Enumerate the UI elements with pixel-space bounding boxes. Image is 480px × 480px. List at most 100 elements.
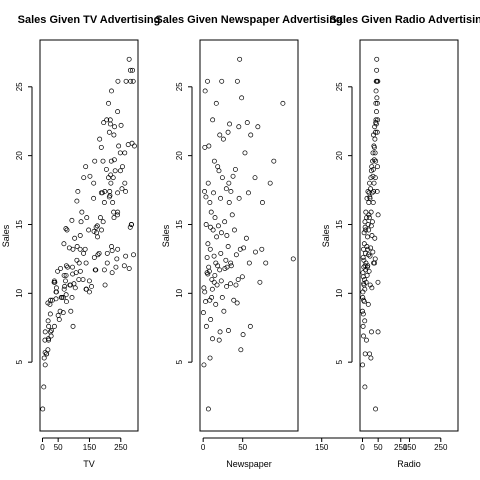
data-point [55,268,61,274]
data-point [361,257,367,263]
data-point [61,286,67,292]
data-point [114,212,120,218]
data-point [375,78,381,84]
data-point [99,227,104,233]
data-point [215,223,221,229]
data-point [373,406,379,412]
data-point [365,234,370,240]
data-point [89,283,94,289]
data-point [235,277,241,283]
data-point [106,175,111,181]
y-tick-label: 5 [175,359,184,364]
x-tick-label: 0 [201,443,206,452]
data-point [104,250,110,256]
data-point [42,350,48,355]
panel-radio: Sales Given Radio Advertising Sales Radi… [321,14,480,469]
data-point [126,56,132,62]
data-point [49,328,54,333]
data-point [84,215,90,221]
data-point [374,67,380,73]
data-point [103,166,109,172]
y-axis-label: Sales [1,224,11,247]
data-point [112,168,118,174]
data-point [221,308,227,314]
data-point [371,188,377,194]
data-point [100,158,106,164]
data-point [129,140,135,146]
data-point [83,164,89,170]
data-point [259,246,265,252]
data-point [93,224,99,230]
x-tick-label: 150 [83,443,97,452]
data-point [68,308,74,314]
data-point [111,215,117,221]
data-point [224,283,230,289]
data-point [219,295,225,300]
data-point [363,279,369,285]
data-point [214,234,220,240]
data-point [374,95,380,101]
data-point [206,268,212,274]
data-point [45,318,51,324]
data-point [59,295,65,300]
data-point [109,244,114,249]
data-point [126,266,132,271]
data-point [365,301,371,307]
panel-tv: Sales Given TV Advertising Sales TV 0 50 1… [1,14,160,469]
data-point [98,144,104,150]
data-point [362,219,368,225]
data-point [248,132,254,138]
data-point [206,264,212,270]
data-point [109,248,115,254]
data-point [243,235,249,241]
data-point [369,219,375,225]
y-tick-label: 25 [15,82,24,91]
data-point [370,249,376,255]
data-point [234,78,240,84]
data-point [373,88,379,94]
data-point [113,264,119,270]
data-point [76,260,82,266]
data-point [109,88,114,94]
data-point [205,78,210,84]
data-point [375,212,381,218]
data-point [115,109,121,115]
data-point [205,180,211,186]
data-point [102,282,108,288]
data-point [87,173,93,179]
data-point [95,234,100,240]
data-point [239,95,245,101]
data-point [63,292,69,298]
data-point [91,180,97,186]
data-point [77,268,83,274]
data-point [200,310,206,316]
data-point [366,268,372,274]
data-point [80,277,86,283]
data-point [213,100,219,106]
data-point [97,215,103,221]
data-point [372,150,378,156]
chart-title: Sales Given Newspaper Advertising [155,14,342,26]
data-point [232,227,237,233]
data-point [94,223,100,229]
data-point [362,277,367,283]
data-point [369,329,374,335]
data-point [130,67,135,73]
data-point [368,186,373,192]
data-point [115,78,121,84]
data-point [101,267,107,273]
data-point [219,78,225,84]
data-point [205,241,211,247]
data-point [62,283,68,289]
data-point [79,209,85,215]
data-point [206,143,212,149]
data-point [372,175,378,181]
data-point [207,200,213,205]
data-point [110,200,116,205]
y-tick-label: 10 [335,288,344,297]
data-point [72,285,78,291]
data-point [224,264,230,270]
data-point [366,227,372,233]
